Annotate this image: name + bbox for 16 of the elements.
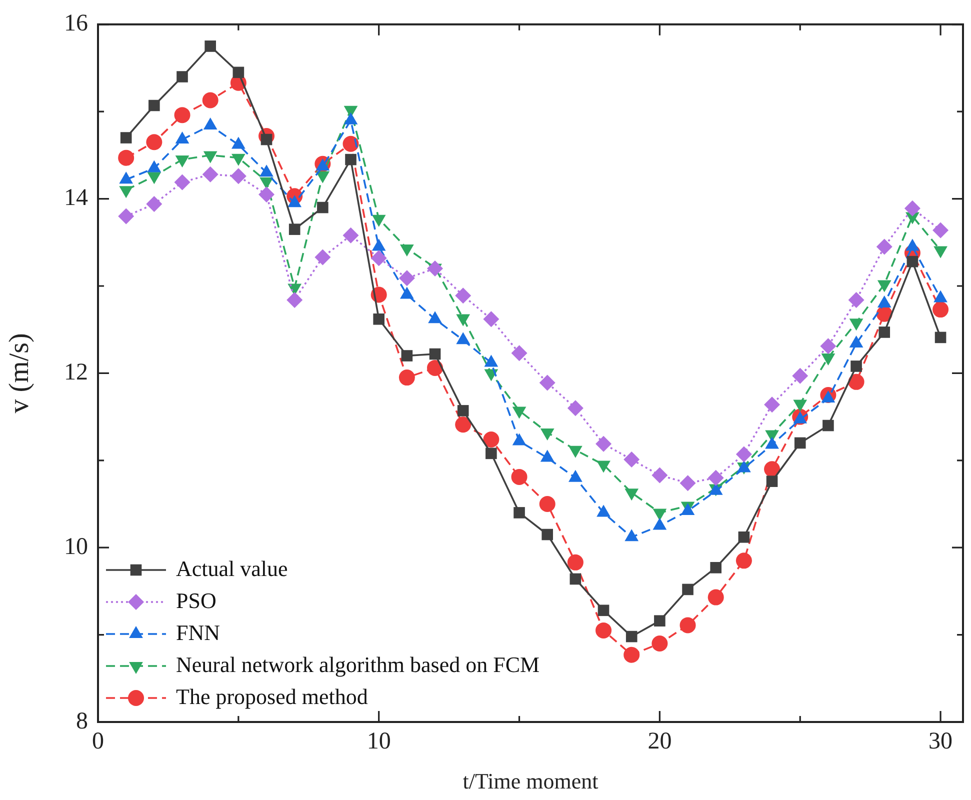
x-tick-label: 20	[648, 728, 672, 754]
x-tick-label: 10	[366, 728, 391, 754]
y-axis-title: v (m/s)	[4, 333, 36, 414]
y-tick-label: 8	[76, 708, 88, 734]
y-tick-label: 16	[64, 10, 88, 37]
y-tick-label: 14	[64, 185, 88, 212]
legend-label: PSO	[176, 588, 216, 613]
legend-label: FNN	[176, 620, 220, 645]
legend-label: Neural network algorithm based on FCM	[176, 652, 540, 677]
x-axis-title: t/Time moment	[462, 768, 598, 794]
y-tick-label: 12	[64, 359, 88, 386]
y-tick-label: 10	[64, 534, 88, 560]
x-tick-label: 0	[92, 728, 104, 754]
x-tick-label: 30	[928, 728, 953, 754]
legend-label: The proposed method	[176, 684, 368, 709]
legend-label: Actual value	[176, 556, 288, 581]
